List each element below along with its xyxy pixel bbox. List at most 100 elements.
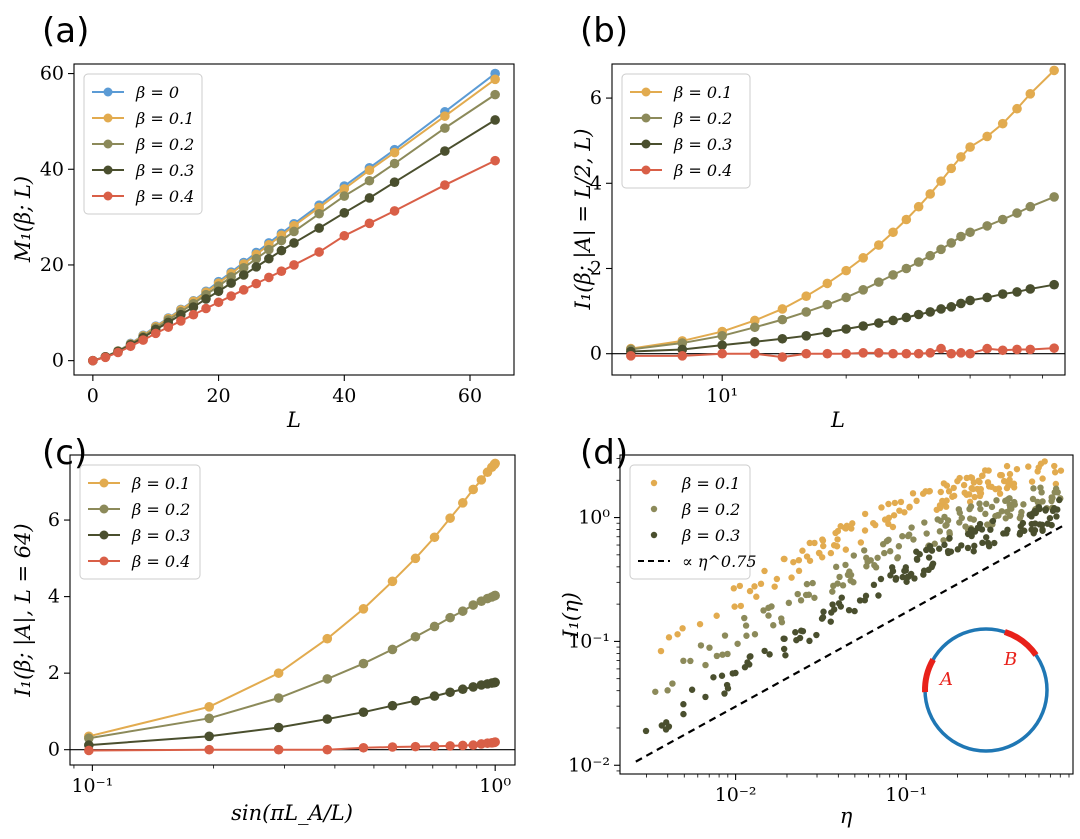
data-point	[273, 668, 284, 678]
data-point	[936, 244, 946, 255]
scatter-point	[1005, 482, 1012, 489]
legend-swatch-marker	[650, 531, 658, 539]
scatter-point	[1039, 526, 1046, 533]
scatter-point	[995, 512, 1002, 519]
scatter-point	[941, 541, 948, 549]
scatter-point	[757, 580, 765, 588]
scatter-point	[857, 539, 865, 546]
data-point	[204, 713, 214, 724]
scatter-point	[1000, 477, 1008, 485]
scatter-point	[813, 631, 820, 639]
data-point	[457, 684, 468, 695]
scatter-point	[1028, 478, 1036, 485]
scatter-point	[892, 576, 899, 583]
data-point	[936, 176, 946, 186]
data-point	[913, 201, 924, 212]
legend-label: β = 0.1	[681, 474, 740, 493]
scatter-point	[751, 631, 759, 638]
data-point	[777, 333, 788, 344]
scatter-point	[721, 632, 729, 639]
scatter-point	[849, 520, 856, 527]
scatter-point	[958, 542, 965, 549]
scatter-point	[976, 500, 983, 507]
x-tick-label: 10⁰	[479, 775, 511, 797]
scatter-point	[741, 614, 748, 622]
data-point	[289, 226, 299, 237]
scatter-point	[1035, 464, 1042, 471]
data-point	[749, 348, 760, 359]
scatter-point	[1011, 501, 1018, 508]
data-point	[188, 302, 199, 312]
data-point	[946, 238, 957, 248]
data-point	[801, 291, 812, 301]
scatter-point	[785, 599, 793, 607]
x-tick-label: 20	[206, 385, 230, 407]
scatter-point	[983, 500, 990, 508]
scatter-point	[697, 642, 705, 649]
scatter-point	[887, 572, 894, 579]
scatter-point	[908, 524, 915, 531]
data-point	[204, 702, 214, 712]
scatter-point	[830, 582, 837, 590]
data-point	[358, 707, 369, 717]
scatter-point	[797, 627, 805, 634]
data-point	[888, 348, 898, 359]
data-point	[956, 348, 966, 358]
data-point	[176, 316, 186, 326]
scatter-point	[719, 651, 726, 658]
scatter-point	[766, 651, 773, 658]
scatter-point	[1029, 495, 1037, 503]
scatter-point	[904, 532, 912, 540]
scatter-point	[998, 472, 1006, 479]
data-point	[925, 307, 936, 317]
data-point	[1012, 103, 1022, 114]
scatter-point	[828, 609, 835, 616]
scatter-point	[877, 575, 885, 583]
scatter-point	[809, 579, 816, 587]
scatter-point	[832, 563, 840, 571]
data-point	[1025, 344, 1036, 355]
y-tick-label: 4	[48, 586, 60, 608]
panel-d-ylabel: I₁(η)	[559, 592, 583, 639]
scatter-point	[1039, 498, 1046, 505]
scatter-point	[710, 674, 717, 681]
scatter-point	[1020, 501, 1027, 508]
scatter-point	[746, 587, 754, 595]
data-point	[276, 266, 287, 276]
scatter-point	[936, 504, 944, 512]
panel-c-label: (c)	[42, 433, 87, 473]
panel-c-frame	[69, 454, 516, 766]
data-point	[339, 184, 350, 194]
data-point	[457, 740, 468, 751]
scatter-point	[956, 509, 964, 517]
scatter-point	[1046, 514, 1054, 522]
legend-label: β = 0.2	[673, 109, 732, 128]
scatter-point	[1042, 506, 1049, 513]
legend-swatch-marker	[641, 139, 651, 149]
scatter-point	[988, 503, 996, 511]
data-point	[997, 214, 1008, 225]
scatter-point	[861, 527, 869, 534]
data-point	[717, 340, 727, 350]
data-point	[1012, 344, 1022, 355]
scatter-point	[679, 625, 686, 632]
data-point	[445, 687, 455, 698]
scatter-point	[925, 554, 933, 561]
scatter-point	[834, 536, 841, 543]
data-point	[822, 299, 833, 310]
scatter-point	[1056, 496, 1063, 504]
data-point	[925, 189, 936, 199]
data-point	[468, 600, 479, 610]
scatter-point	[1007, 504, 1014, 511]
legend-box	[629, 464, 751, 580]
legend-swatch-marker	[103, 87, 113, 97]
scatter-point	[1013, 465, 1021, 473]
scatter-point	[838, 594, 845, 601]
y-tick-label: 10⁰	[578, 507, 610, 529]
data-point	[264, 244, 274, 255]
data-point	[150, 328, 161, 339]
scatter-point	[1004, 526, 1011, 533]
scatter-point	[861, 547, 868, 554]
scatter-point	[737, 602, 745, 610]
scatter-point	[872, 564, 880, 571]
